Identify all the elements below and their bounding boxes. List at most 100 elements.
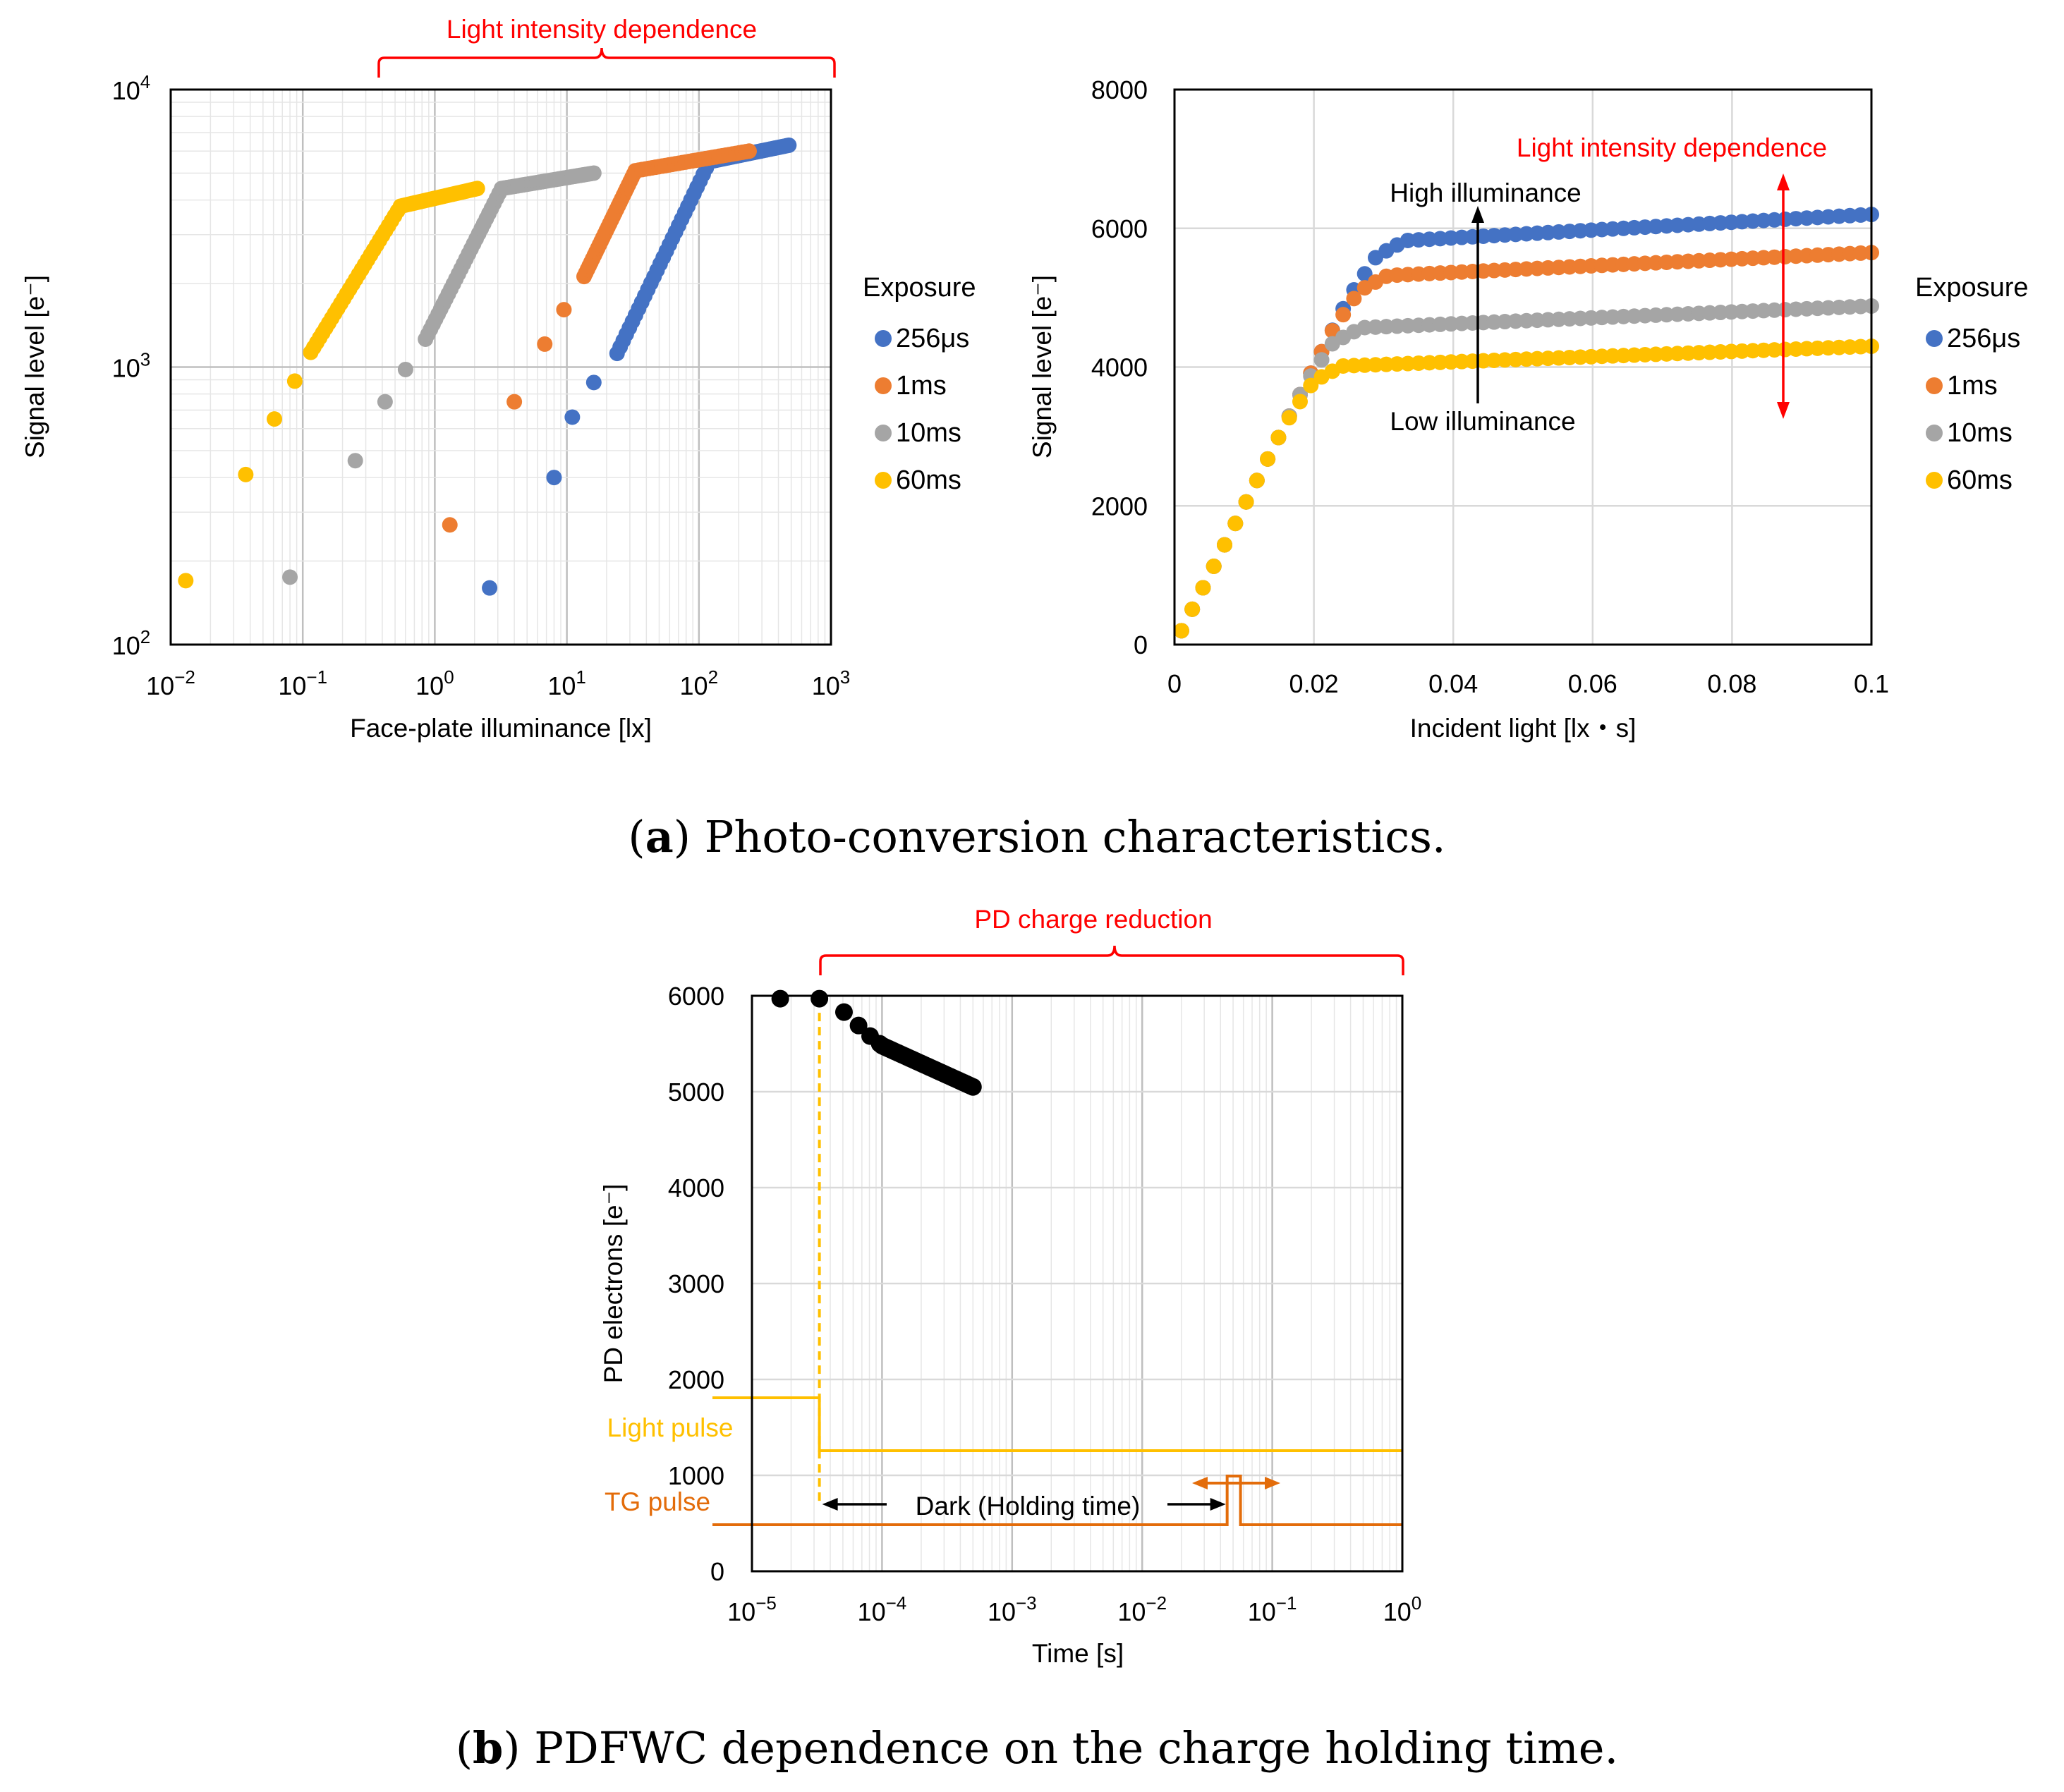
a-left-y-tick-label: 102 xyxy=(112,626,151,660)
caption-b: (b) PDFWC dependence on the charge holdi… xyxy=(456,1722,1618,1774)
b-x-tick-label: 10−5 xyxy=(727,1592,777,1626)
a-left-y-tick-labels: 102 103 104 xyxy=(112,71,151,660)
a-right-point-60ms xyxy=(1238,494,1254,510)
b-y-tick-label: 6000 xyxy=(668,982,724,1011)
a-left-bracket xyxy=(377,47,836,78)
a-left-point-10ms xyxy=(585,165,602,181)
a-left-y-axis-title: Signal level [e⁻] xyxy=(20,275,49,458)
a-left-point-256μs xyxy=(585,374,602,391)
a-left-x-tick-label: 102 xyxy=(680,666,719,700)
a-right-legend-marker xyxy=(1926,330,1943,347)
chart-b: 10−5 10−4 10−3 10−2 10−1 100 0 1000 2000 3000 400… xyxy=(599,905,1421,1668)
b-tg-pulse-label: TG pulse xyxy=(605,1487,710,1516)
chart-a-left: 10−2 10−1 100 101 102 103 102 103 104 Face-plat… xyxy=(20,15,976,743)
a-left-x-tick-label: 103 xyxy=(812,666,851,700)
b-x-tick-label: 10−3 xyxy=(988,1592,1037,1626)
a-left-point-256μs xyxy=(564,409,581,425)
a-right-y-tick-labels: 0 2000 4000 6000 8000 xyxy=(1091,75,1148,659)
a-left-point-1ms xyxy=(506,394,523,410)
a-right-x-tick-label: 0.08 xyxy=(1707,669,1756,698)
a-right-x-tick-label: 0.04 xyxy=(1428,669,1478,698)
a-right-x-axis-title: Incident light [lx・s] xyxy=(1410,714,1637,743)
a-left-legend-label: 10ms xyxy=(896,418,961,448)
a-right-legend-title: Exposure xyxy=(1915,273,2029,303)
b-x-tick-label: 10−1 xyxy=(1248,1592,1297,1626)
a-right-y-tick-label: 2000 xyxy=(1091,492,1148,520)
a-right-point-60ms xyxy=(1173,623,1189,639)
a-left-point-256μs xyxy=(482,580,498,596)
a-right-point-256μs xyxy=(1356,266,1373,282)
b-tg-arrowhead-left xyxy=(1192,1477,1208,1489)
a-right-point-60ms xyxy=(1227,516,1244,532)
a-left-legend-label: 256μs xyxy=(896,324,969,353)
a-right-legend-label: 10ms xyxy=(1947,418,2013,448)
b-title-annotation: PD charge reduction xyxy=(974,905,1212,934)
b-y-tick-label: 4000 xyxy=(668,1174,724,1202)
a-left-point-60ms xyxy=(469,181,485,197)
b-bracket xyxy=(819,945,1404,975)
b-tg-pulse-line xyxy=(712,1475,1402,1526)
a-left-point-1ms xyxy=(442,517,458,533)
a-left-plot-border xyxy=(169,88,832,646)
a-right-point-60ms xyxy=(1281,410,1297,426)
a-left-point-1ms xyxy=(537,336,553,352)
b-y-tick-labels: 0 1000 2000 3000 4000 5000 6000 xyxy=(668,982,724,1586)
a-left-point-1ms xyxy=(556,302,572,318)
a-right-y-tick-label: 8000 xyxy=(1091,75,1148,104)
a-left-point-60ms xyxy=(238,466,254,482)
a-right-point-10ms xyxy=(1313,352,1330,368)
a-right-x-tick-label: 0.1 xyxy=(1854,669,1889,698)
b-plot-border xyxy=(751,994,1404,1573)
a-right-point-1ms xyxy=(1346,291,1362,307)
b-light-pulse-label: Light pulse xyxy=(607,1413,734,1442)
a-right-y-tick-label: 4000 xyxy=(1091,353,1148,382)
a-right-x-tick-labels: 0 0.02 0.04 0.06 0.08 0.1 xyxy=(1167,669,1889,698)
b-x-tick-label: 10−2 xyxy=(1117,1592,1167,1626)
caption-a: (a) Photo-conversion characteristics. xyxy=(628,811,1445,863)
b-y-tick-label: 1000 xyxy=(668,1461,724,1490)
a-right-point-60ms xyxy=(1249,473,1265,489)
a-right-x-tick-label: 0 xyxy=(1167,669,1182,698)
a-left-legend-marker xyxy=(875,377,892,394)
a-right-point-60ms xyxy=(1217,537,1233,553)
a-right-point-60ms xyxy=(1270,429,1287,446)
a-right-plot-border xyxy=(1173,88,1873,646)
a-right-point-60ms xyxy=(1195,580,1211,596)
a-left-x-axis-title: Face-plate illuminance [lx] xyxy=(350,714,652,743)
a-left-legend-label: 60ms xyxy=(896,465,961,495)
a-left-point-60ms xyxy=(286,373,303,389)
a-right-low-illuminance: Low illuminance xyxy=(1390,407,1575,436)
a-right-intensity-annotation: Light intensity dependence xyxy=(1517,133,1827,162)
a-right-point-1ms xyxy=(1335,307,1352,323)
a-right-points xyxy=(1173,207,1879,639)
b-x-tick-label: 100 xyxy=(1383,1592,1422,1626)
b-point xyxy=(834,1003,853,1021)
b-x-axis-title: Time [s] xyxy=(1032,1639,1124,1668)
a-left-legend-marker xyxy=(875,330,892,347)
b-point xyxy=(771,989,789,1008)
chart-a-right: 0 0.02 0.04 0.06 0.08 0.1 0 2000 4000 6000 8000 I… xyxy=(1028,75,2029,743)
a-left-point-256μs xyxy=(546,470,562,486)
a-right-legend-marker xyxy=(1926,472,1943,489)
a-right-point-60ms xyxy=(1184,601,1201,617)
a-right-point-60ms xyxy=(1292,394,1308,410)
b-y-tick-label: 0 xyxy=(710,1557,724,1586)
a-left-x-tick-label: 10−2 xyxy=(146,666,195,700)
a-right-legend-marker xyxy=(1926,425,1943,441)
a-right-intensity-arrowhead-up xyxy=(1777,173,1790,190)
a-left-point-10ms xyxy=(347,453,363,469)
a-right-legend-label: 60ms xyxy=(1947,465,2013,495)
b-dark-arrowhead-right xyxy=(1210,1498,1226,1511)
b-y-tick-label: 3000 xyxy=(668,1269,724,1298)
a-left-legend: Exposure 256μs 1ms 10ms 60ms xyxy=(863,273,976,495)
a-left-legend-label: 1ms xyxy=(896,371,947,401)
a-left-legend-marker xyxy=(875,425,892,441)
a-left-legend-marker xyxy=(875,472,892,489)
a-left-x-tick-label: 100 xyxy=(415,666,454,700)
a-right-y-axis-title: Signal level [e⁻] xyxy=(1028,275,1057,458)
a-right-point-60ms xyxy=(1260,451,1276,467)
b-point xyxy=(811,989,829,1008)
a-right-legend-label: 1ms xyxy=(1947,371,1998,401)
a-left-x-tick-label: 101 xyxy=(547,666,586,700)
